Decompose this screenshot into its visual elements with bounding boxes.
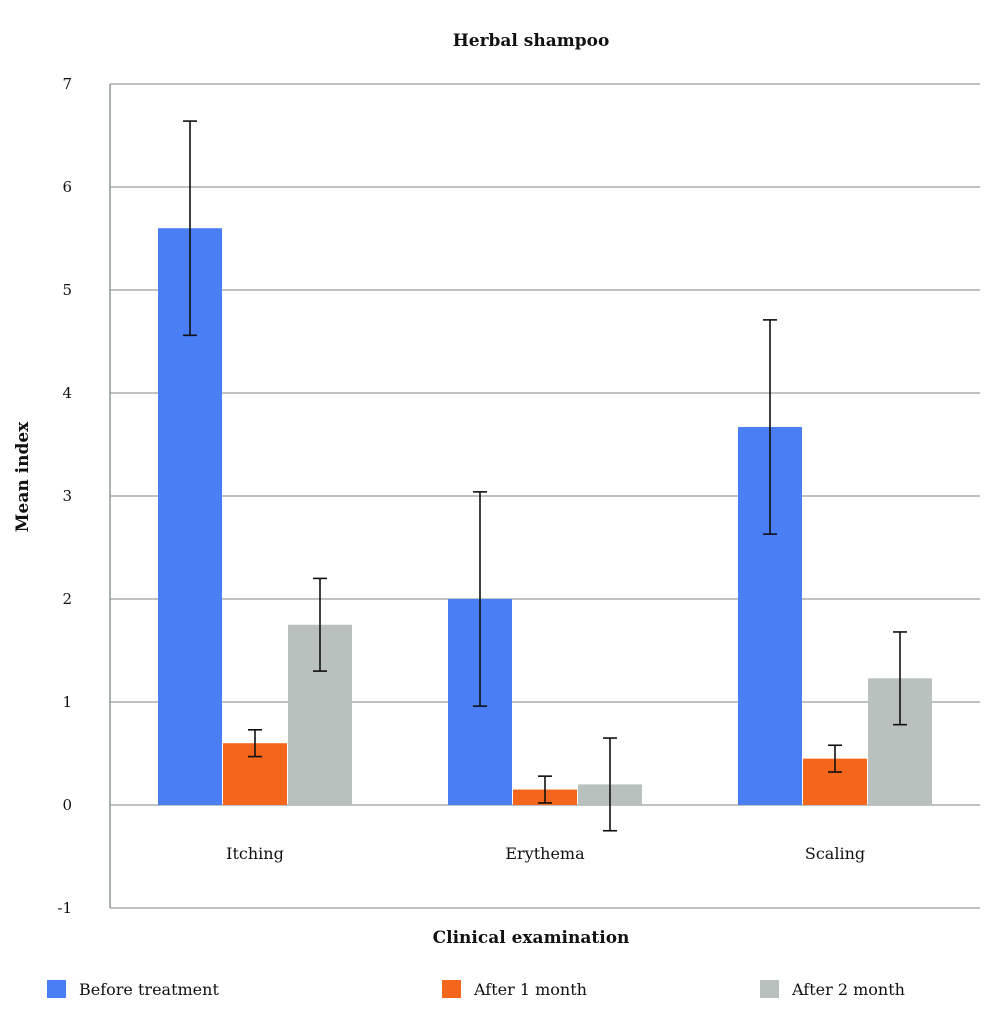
legend-swatch [760,980,779,998]
x-axis-title: Clinical examination [433,928,630,948]
y-tick-label: 3 [62,487,72,505]
y-tick-label: 2 [62,590,72,608]
y-tick-label: 4 [62,384,72,402]
y-tick-label: 7 [62,75,72,93]
legend-label: After 2 month [791,980,905,999]
y-axis-title: Mean index [13,421,33,532]
y-axis-ticks: -1 0 1 2 3 4 5 6 7 [57,75,72,917]
y-tick-label: 6 [62,178,72,196]
legend-label: Before treatment [79,980,219,999]
x-axis-categories: Itching Erythema Scaling [226,844,865,863]
y-tick-label: 1 [62,693,72,711]
x-category-label: Erythema [505,844,585,863]
x-category-label: Itching [226,844,284,863]
bars [158,228,932,805]
legend: Before treatment After 1 month After 2 mon… [47,980,905,999]
y-tick-label: 5 [62,281,72,299]
x-category-label: Scaling [805,844,865,863]
legend-swatch [47,980,66,998]
error-bars [183,120,907,832]
legend-label: After 1 month [473,980,587,999]
y-tick-label: 0 [62,796,72,814]
y-tick-label: -1 [57,899,72,917]
chart-title: Herbal shampoo [453,31,610,51]
legend-swatch [442,980,461,998]
